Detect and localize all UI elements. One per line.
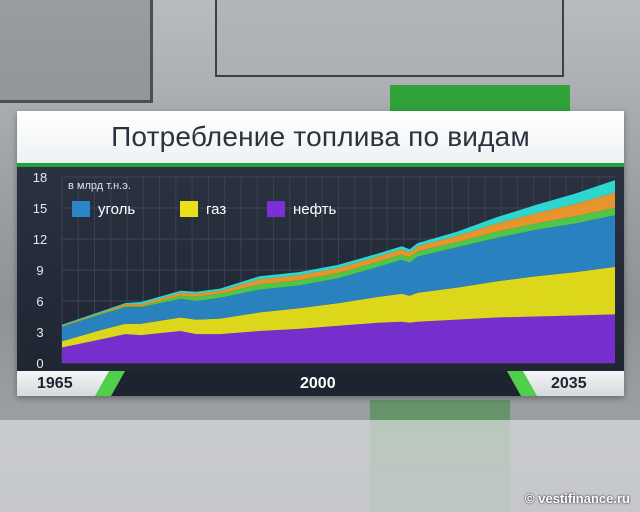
legend-swatch [72, 201, 90, 217]
axis-decor-right [507, 371, 537, 396]
source-credit: © vestifinance.ru [525, 491, 630, 506]
chart-title: Потребление топлива по видам [111, 121, 530, 152]
axis-decor-left [95, 371, 125, 396]
y-tick-label: 6 [36, 294, 43, 309]
background-block [0, 420, 640, 512]
y-tick-label: 0 [36, 356, 43, 371]
legend-swatch [267, 201, 285, 217]
legend-label: газ [206, 201, 226, 218]
y-tick-label: 9 [36, 263, 43, 278]
legend-swatch [180, 201, 198, 217]
background-block [215, 0, 564, 77]
x-axis-bar: 1965 2000 2035 [17, 371, 624, 396]
x-tick-label: 2035 [551, 375, 587, 392]
y-tick-label: 12 [33, 232, 47, 247]
series-area-нефть [62, 314, 615, 363]
y-unit-label: в млрд т.н.э. [68, 180, 131, 192]
chart-panel: Потребление топлива по видам 0 3 6 9 12 15 18 в… [17, 111, 624, 396]
background-block [0, 0, 153, 103]
legend-label: уголь [98, 201, 135, 218]
series-area-уголь [62, 215, 615, 342]
y-tick-label: 3 [36, 325, 43, 340]
axis-bar-decor [95, 371, 537, 396]
legend-label: нефть [293, 201, 337, 218]
background-block [390, 85, 570, 113]
x-tick-label: 1965 [37, 375, 73, 392]
series-area-газ [62, 266, 615, 348]
title-bar: Потребление топлива по видам [17, 111, 624, 167]
axis-decor-center [111, 371, 521, 396]
y-tick-label: 15 [33, 201, 47, 216]
x-tick-label: 2000 [300, 375, 336, 392]
y-tick-label: 18 [33, 170, 47, 185]
area-chart: 0 3 6 9 12 15 18 в млрд т.н.э. уголь газ нефть [33, 170, 615, 371]
series-area-layer-3 [62, 208, 615, 327]
chart-area: 0 3 6 9 12 15 18 в млрд т.н.э. уголь газ нефть [17, 167, 624, 381]
